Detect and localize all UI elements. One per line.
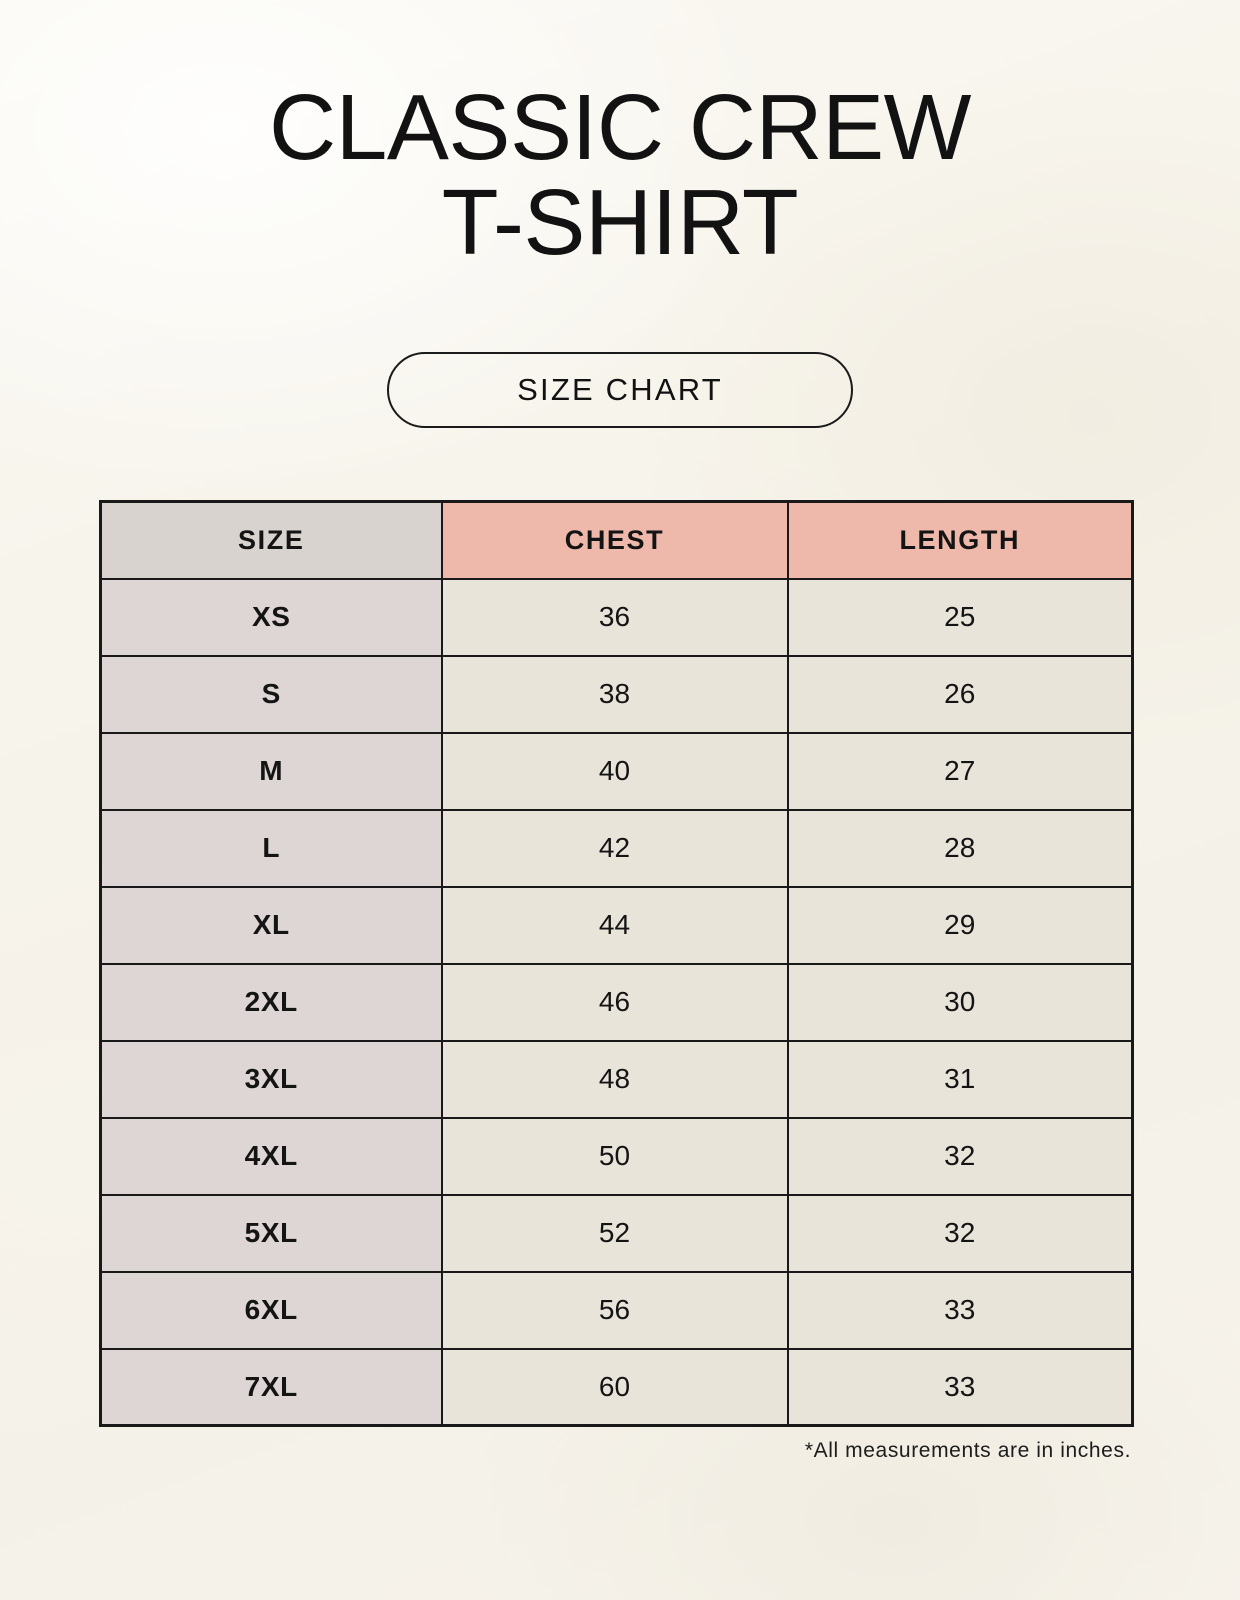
column-header-length: LENGTH xyxy=(786,500,1134,580)
column-header-chest: CHEST xyxy=(440,500,789,580)
cell-size: S xyxy=(99,654,443,734)
cell-length: 31 xyxy=(786,1039,1134,1119)
cell-size: XS xyxy=(99,577,443,657)
cell-size: M xyxy=(99,731,443,811)
cell-size: 3XL xyxy=(99,1039,443,1119)
badge-container: SIZE CHART xyxy=(0,352,1240,428)
table-row: 3XL 48 31 xyxy=(99,1039,1134,1119)
table-row: M 40 27 xyxy=(99,731,1134,811)
cell-length: 33 xyxy=(786,1347,1134,1427)
cell-chest: 40 xyxy=(440,731,789,811)
table-row: 2XL 46 30 xyxy=(99,962,1134,1042)
column-header-size: SIZE xyxy=(99,500,443,580)
table-row: 4XL 50 32 xyxy=(99,1116,1134,1196)
cell-chest: 48 xyxy=(440,1039,789,1119)
cell-size: 4XL xyxy=(99,1116,443,1196)
table-body: XS 36 25 S 38 26 M 40 27 L 42 28 xyxy=(99,577,1134,1427)
table-row: L 42 28 xyxy=(99,808,1134,888)
cell-chest: 36 xyxy=(440,577,789,657)
title-line-1: CLASSIC CREW xyxy=(269,75,971,179)
cell-length: 25 xyxy=(786,577,1134,657)
cell-chest: 56 xyxy=(440,1270,789,1350)
cell-size: L xyxy=(99,808,443,888)
title-line-2: T-SHIRT xyxy=(441,170,799,275)
cell-length: 28 xyxy=(786,808,1134,888)
cell-size: 6XL xyxy=(99,1270,443,1350)
table-header-row: SIZE CHEST LENGTH xyxy=(99,500,1134,580)
table-row: S 38 26 xyxy=(99,654,1134,734)
size-table-container: SIZE CHEST LENGTH XS 36 25 S 38 26 M xyxy=(99,500,1134,1427)
cell-length: 32 xyxy=(786,1193,1134,1273)
cell-chest: 44 xyxy=(440,885,789,965)
cell-length: 29 xyxy=(786,885,1134,965)
cell-size: XL xyxy=(99,885,443,965)
cell-chest: 46 xyxy=(440,962,789,1042)
cell-length: 26 xyxy=(786,654,1134,734)
cell-length: 32 xyxy=(786,1116,1134,1196)
cell-chest: 42 xyxy=(440,808,789,888)
cell-chest: 38 xyxy=(440,654,789,734)
cell-chest: 50 xyxy=(440,1116,789,1196)
cell-size: 7XL xyxy=(99,1347,443,1427)
cell-chest: 60 xyxy=(440,1347,789,1427)
table-header: SIZE CHEST LENGTH xyxy=(99,500,1134,580)
size-chart-badge: SIZE CHART xyxy=(387,352,853,428)
cell-size: 2XL xyxy=(99,962,443,1042)
table-row: 6XL 56 33 xyxy=(99,1270,1134,1350)
cell-length: 30 xyxy=(786,962,1134,1042)
cell-length: 27 xyxy=(786,731,1134,811)
cell-length: 33 xyxy=(786,1270,1134,1350)
measurement-footnote: *All measurements are in inches. xyxy=(804,1439,1131,1462)
table-row: 5XL 52 32 xyxy=(99,1193,1134,1273)
table-row: 7XL 60 33 xyxy=(99,1347,1134,1427)
page-title: CLASSIC CREW T-SHIRT xyxy=(0,75,1240,275)
cell-size: 5XL xyxy=(99,1193,443,1273)
cell-chest: 52 xyxy=(440,1193,789,1273)
size-table: SIZE CHEST LENGTH XS 36 25 S 38 26 M xyxy=(99,500,1134,1427)
table-row: XS 36 25 xyxy=(99,577,1134,657)
table-row: XL 44 29 xyxy=(99,885,1134,965)
